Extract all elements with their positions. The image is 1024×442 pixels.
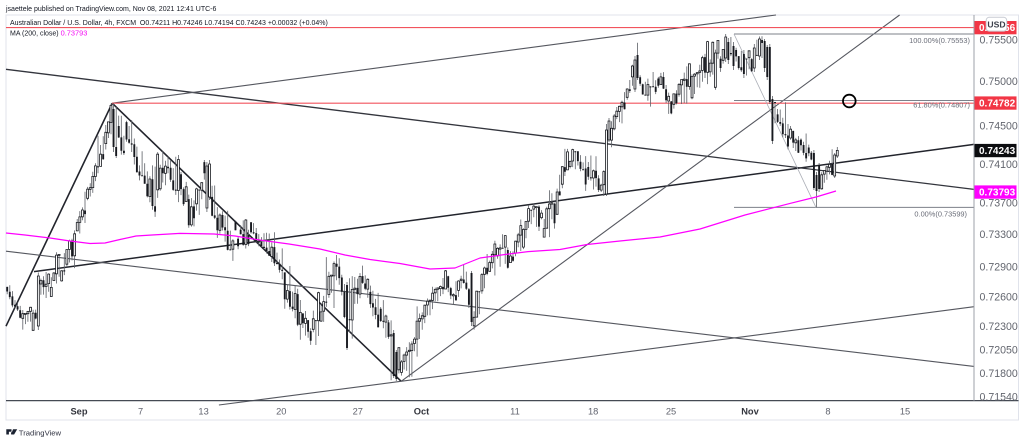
svg-text:0.74100: 0.74100 [980,159,1018,171]
svg-text:USD: USD [987,20,1005,30]
svg-text:18: 18 [588,407,598,417]
svg-text:0.75500: 0.75500 [980,35,1018,47]
svg-text:jsaettele published on Trading: jsaettele published on TradingView.com, … [5,6,216,13]
svg-text:13: 13 [198,407,208,417]
svg-text:0.71800: 0.71800 [980,368,1018,380]
svg-text:0.73793: 0.73793 [979,188,1016,199]
svg-text:Nov: Nov [741,407,759,417]
svg-text:11: 11 [510,407,520,417]
svg-text:TradingView: TradingView [19,428,62,437]
svg-text:0.74500: 0.74500 [980,121,1018,133]
svg-text:0.71540: 0.71540 [980,392,1018,404]
svg-text:Oct: Oct [414,407,430,417]
svg-text:MA (200, close): MA (200, close) [10,30,59,37]
svg-text:61.80%(0.74807): 61.80%(0.74807) [913,100,970,109]
svg-text:0.74243: 0.74243 [979,146,1016,157]
svg-text:8: 8 [825,407,830,417]
svg-text:Sep: Sep [70,407,87,417]
svg-text:7: 7 [138,407,143,417]
svg-text:0.72600: 0.72600 [980,291,1018,303]
svg-text:0.74782: 0.74782 [979,99,1016,110]
svg-text:0.72900: 0.72900 [980,262,1018,274]
svg-text:0.72050: 0.72050 [980,345,1018,357]
svg-text:0.00%(0.73599): 0.00%(0.73599) [914,209,967,218]
svg-text:0.73300: 0.73300 [980,229,1018,241]
svg-text:27: 27 [353,407,363,417]
svg-text:0.72300: 0.72300 [980,321,1018,333]
svg-text:20: 20 [276,407,286,417]
svg-text:100.00%(0.75553): 100.00%(0.75553) [909,36,970,45]
svg-text:0.73793: 0.73793 [61,28,88,37]
svg-text:0.73700: 0.73700 [980,198,1018,210]
svg-text:15: 15 [900,407,910,417]
svg-text:0.75000: 0.75000 [980,76,1018,88]
svg-text:Australian Dollar / U.S. Dolla: Australian Dollar / U.S. Dollar, 4h, FXC… [10,20,328,27]
svg-text:25: 25 [666,407,676,417]
